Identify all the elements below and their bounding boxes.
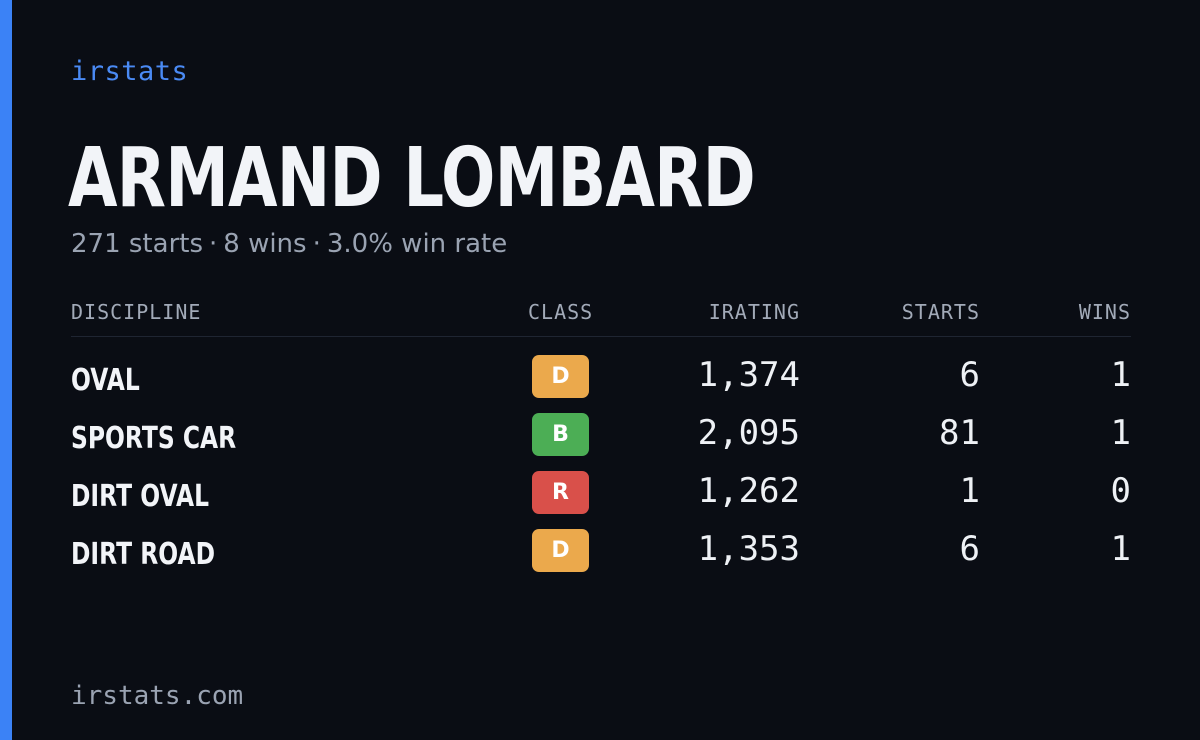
irating-cell: 1,262 xyxy=(697,471,800,511)
header-irating: IRATING xyxy=(708,300,800,324)
discipline-cell: SPORTS CAR xyxy=(71,421,237,456)
class-badge: R xyxy=(532,471,589,514)
separator: · xyxy=(209,229,218,259)
table-header: DISCIPLINE CLASS IRATING STARTS WINS xyxy=(71,296,1131,337)
wins-cell: 1 xyxy=(1110,413,1131,453)
brand-logo: irstats xyxy=(71,56,189,87)
header-starts: STARTS xyxy=(901,300,980,324)
table-row: SPORTS CAR B 2,095 81 1 xyxy=(71,411,1131,469)
table-row: OVAL D 1,374 6 1 xyxy=(71,353,1131,411)
footer-url: irstats.com xyxy=(71,681,244,711)
stats-table: DISCIPLINE CLASS IRATING STARTS WINS OVA… xyxy=(71,296,1131,585)
wins-cell: 0 xyxy=(1110,471,1131,511)
class-badge: D xyxy=(532,529,589,572)
class-badge: D xyxy=(532,355,589,398)
starts-cell: 1 xyxy=(959,471,980,511)
starts-cell: 81 xyxy=(939,413,980,453)
class-badge: B xyxy=(532,413,589,456)
table-body: OVAL D 1,374 6 1 SPORTS CAR B 2,095 81 1… xyxy=(71,353,1131,585)
wins-cell: 1 xyxy=(1110,355,1131,395)
table-row: DIRT OVAL R 1,262 1 0 xyxy=(71,469,1131,527)
table-row: DIRT ROAD D 1,353 6 1 xyxy=(71,527,1131,585)
discipline-cell: DIRT OVAL xyxy=(71,479,210,514)
separator: · xyxy=(312,229,321,259)
discipline-cell: DIRT ROAD xyxy=(71,537,216,572)
win-rate-summary: 3.0% win rate xyxy=(326,229,508,259)
wins-summary: 8 wins xyxy=(223,229,307,259)
header-wins: WINS xyxy=(1078,300,1131,324)
accent-bar xyxy=(0,0,12,740)
header-class: CLASS xyxy=(528,300,594,324)
irating-cell: 2,095 xyxy=(697,413,800,453)
driver-name: ARMAND LOMBARD xyxy=(68,131,756,226)
irating-cell: 1,353 xyxy=(697,529,800,569)
driver-summary: 271 starts · 8 wins · 3.0% win rate xyxy=(71,229,507,259)
wins-cell: 1 xyxy=(1110,529,1131,569)
discipline-cell: OVAL xyxy=(71,363,140,398)
header-discipline: DISCIPLINE xyxy=(71,300,202,324)
starts-cell: 6 xyxy=(959,355,980,395)
irating-cell: 1,374 xyxy=(697,355,800,395)
starts-cell: 6 xyxy=(959,529,980,569)
starts-summary: 271 starts xyxy=(71,229,203,259)
